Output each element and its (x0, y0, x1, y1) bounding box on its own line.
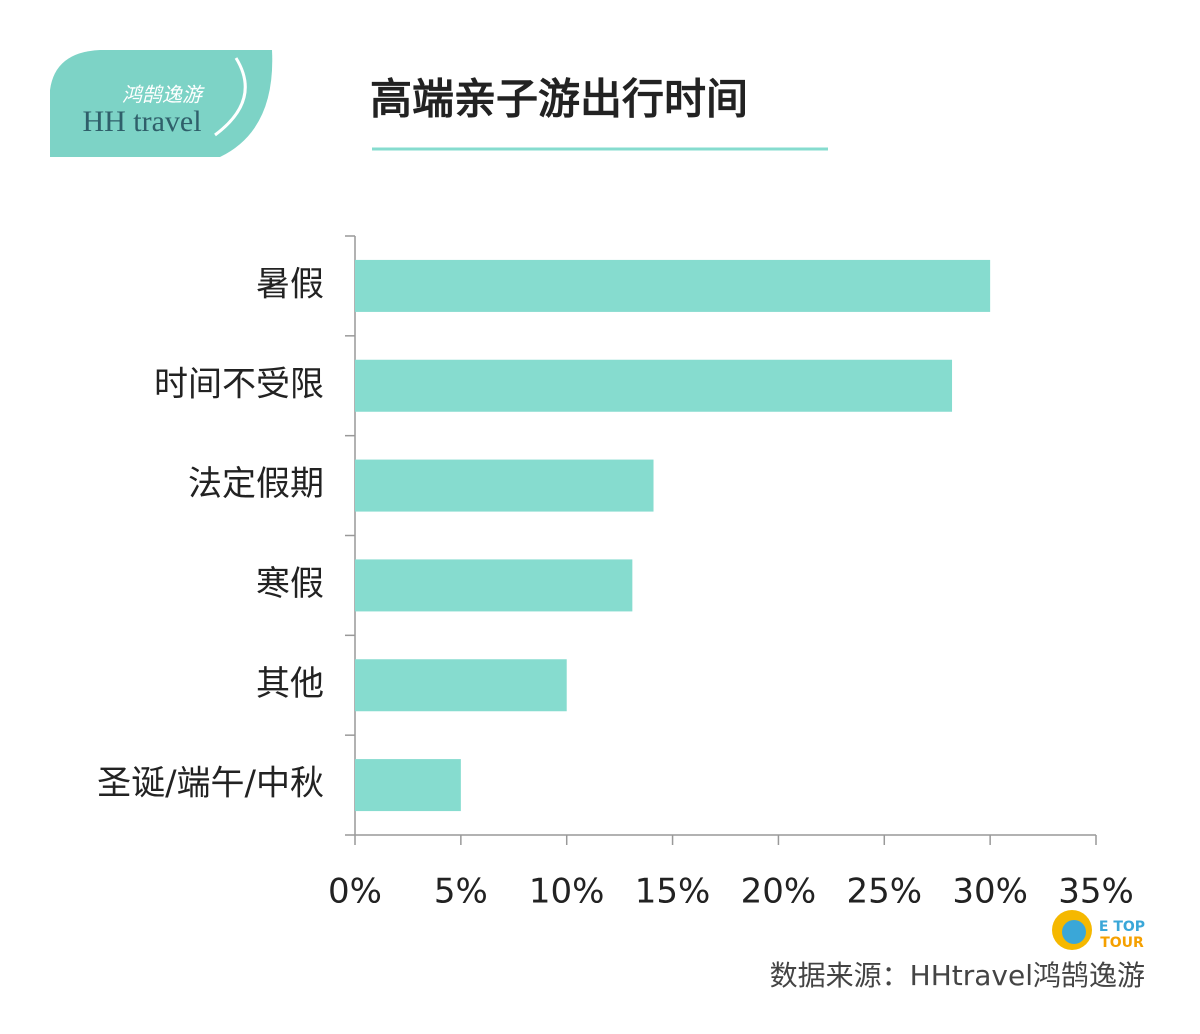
badge-icon-inner (1062, 920, 1086, 944)
bar (355, 559, 633, 612)
logo-shape (50, 50, 273, 157)
x-tick-label: 10% (529, 872, 605, 912)
chart-title: 高端亲子游出行时间 (370, 75, 748, 124)
badge-top: E TOP (1099, 919, 1145, 935)
y-tick-label: 其他 (256, 664, 324, 704)
badge-bottom: TOUR (1100, 935, 1144, 951)
y-tick-label: 圣诞/端午/中秋 (97, 764, 324, 804)
y-tick-label: 法定假期 (188, 464, 324, 504)
x-tick-label: 0% (328, 872, 382, 912)
x-tick-label: 15% (635, 872, 711, 912)
logo-chinese: 鸿鹄逸游 (122, 83, 205, 107)
bar (355, 359, 953, 412)
y-tick-label: 时间不受限 (154, 364, 324, 404)
x-tick-label: 25% (846, 872, 922, 912)
x-tick-label: 35% (1058, 872, 1134, 912)
bar (355, 759, 461, 812)
x-tick-label: 30% (952, 872, 1028, 912)
bar (355, 659, 567, 712)
x-tick-label: 20% (741, 872, 817, 912)
bar (355, 459, 654, 512)
x-tick-label: 5% (434, 872, 488, 912)
logo-english: HH travel (82, 105, 201, 138)
y-tick-label: 寒假 (256, 564, 324, 604)
source-note: 数据来源：HHtravel鸿鹄逸游 (770, 959, 1145, 992)
y-tick-label: 暑假 (256, 264, 324, 304)
bar (355, 259, 991, 312)
logo-swoosh (214, 57, 247, 137)
